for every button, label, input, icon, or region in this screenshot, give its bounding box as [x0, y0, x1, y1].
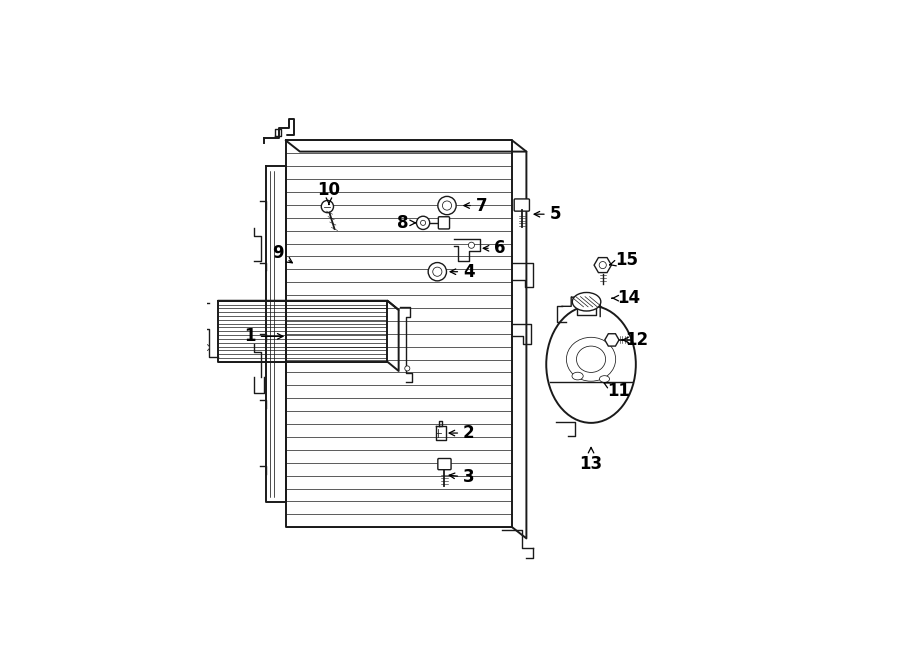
- Circle shape: [428, 262, 446, 281]
- Bar: [218, 301, 387, 362]
- Text: 14: 14: [612, 289, 641, 307]
- Text: 10: 10: [318, 180, 340, 204]
- Circle shape: [599, 262, 607, 268]
- Text: 8: 8: [397, 214, 415, 232]
- Circle shape: [405, 366, 410, 371]
- Text: 15: 15: [609, 251, 638, 269]
- Circle shape: [417, 216, 429, 229]
- Text: 9: 9: [272, 245, 292, 263]
- Ellipse shape: [546, 306, 635, 423]
- Text: 5: 5: [534, 205, 562, 223]
- Text: 7: 7: [464, 196, 488, 215]
- Ellipse shape: [572, 372, 583, 380]
- Circle shape: [468, 242, 474, 249]
- Circle shape: [203, 344, 210, 350]
- Circle shape: [321, 200, 334, 213]
- Text: 11: 11: [604, 382, 631, 400]
- Text: 13: 13: [580, 447, 603, 473]
- Bar: [285, 140, 512, 527]
- Circle shape: [420, 220, 426, 225]
- Circle shape: [433, 267, 442, 276]
- Ellipse shape: [566, 337, 616, 381]
- Text: 1: 1: [244, 327, 283, 345]
- Text: 12: 12: [622, 331, 648, 349]
- Text: 6: 6: [483, 239, 505, 257]
- Ellipse shape: [599, 375, 609, 382]
- Text: 4: 4: [450, 262, 474, 281]
- FancyBboxPatch shape: [514, 199, 529, 211]
- Circle shape: [443, 201, 452, 210]
- Ellipse shape: [577, 346, 606, 372]
- FancyBboxPatch shape: [438, 217, 449, 229]
- FancyBboxPatch shape: [437, 459, 451, 470]
- Ellipse shape: [572, 292, 601, 311]
- Text: 2: 2: [449, 424, 474, 442]
- Text: 3: 3: [449, 469, 474, 486]
- Circle shape: [437, 196, 456, 215]
